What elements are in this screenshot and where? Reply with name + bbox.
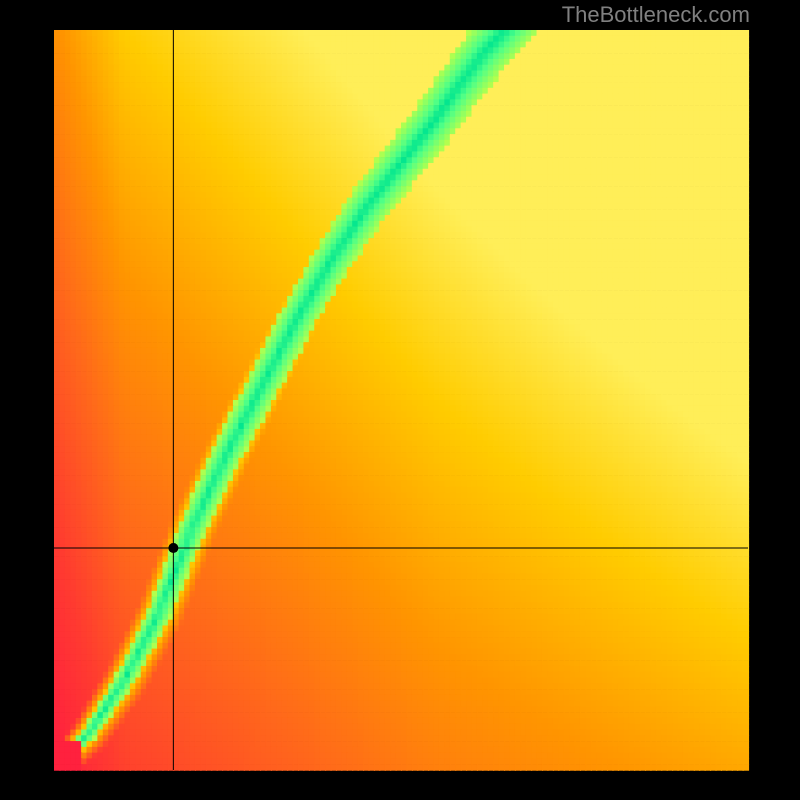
watermark-text: TheBottleneck.com (562, 2, 750, 28)
bottleneck-heatmap (0, 0, 800, 800)
chart-container: TheBottleneck.com (0, 0, 800, 800)
